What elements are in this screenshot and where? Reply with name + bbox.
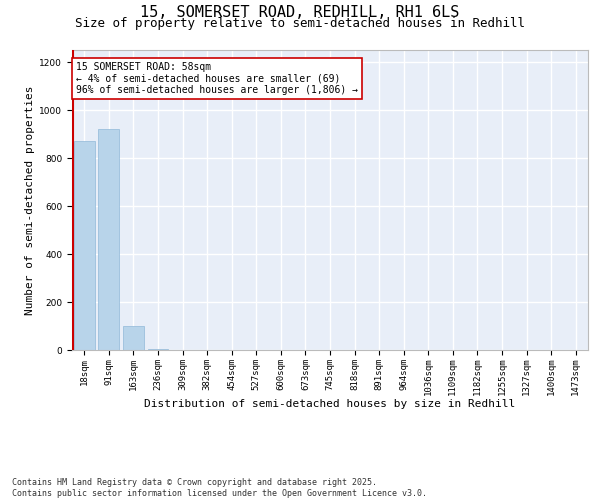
Y-axis label: Number of semi-detached properties: Number of semi-detached properties <box>25 85 35 315</box>
Bar <box>74 141 95 350</box>
X-axis label: Distribution of semi-detached houses by size in Redhill: Distribution of semi-detached houses by … <box>145 400 515 409</box>
Bar <box>98 129 119 350</box>
Text: 15, SOMERSET ROAD, REDHILL, RH1 6LS: 15, SOMERSET ROAD, REDHILL, RH1 6LS <box>140 5 460 20</box>
Text: Size of property relative to semi-detached houses in Redhill: Size of property relative to semi-detach… <box>75 18 525 30</box>
Text: 15 SOMERSET ROAD: 58sqm
← 4% of semi-detached houses are smaller (69)
96% of sem: 15 SOMERSET ROAD: 58sqm ← 4% of semi-det… <box>76 62 358 95</box>
Bar <box>123 326 144 350</box>
Text: Contains HM Land Registry data © Crown copyright and database right 2025.
Contai: Contains HM Land Registry data © Crown c… <box>12 478 427 498</box>
